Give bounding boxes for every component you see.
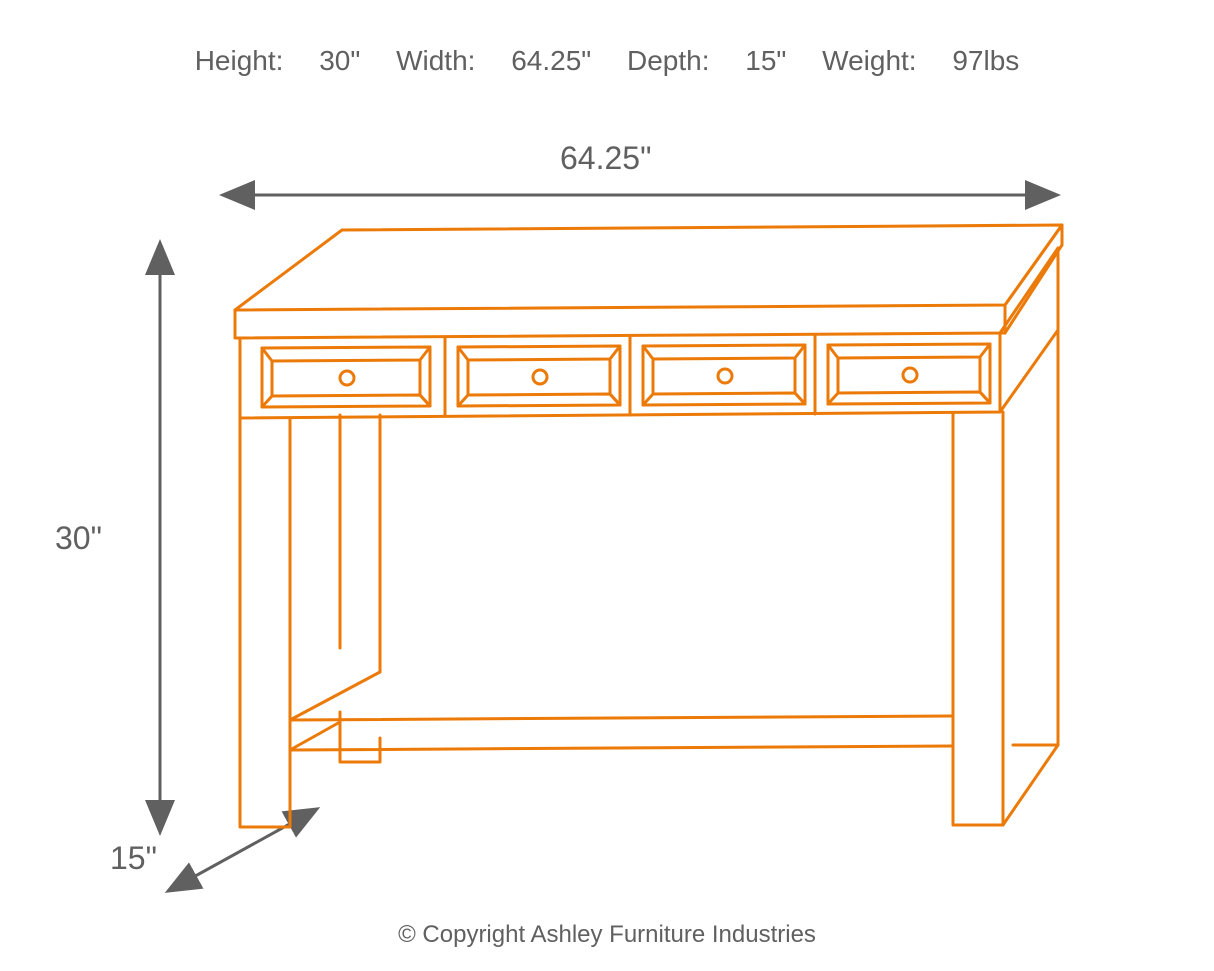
copyright-text: © Copyright Ashley Furniture Industries [0,921,1214,949]
dimension-diagram-svg [0,0,1214,971]
depth-arrow [170,810,315,890]
furniture-outline [235,225,1062,827]
